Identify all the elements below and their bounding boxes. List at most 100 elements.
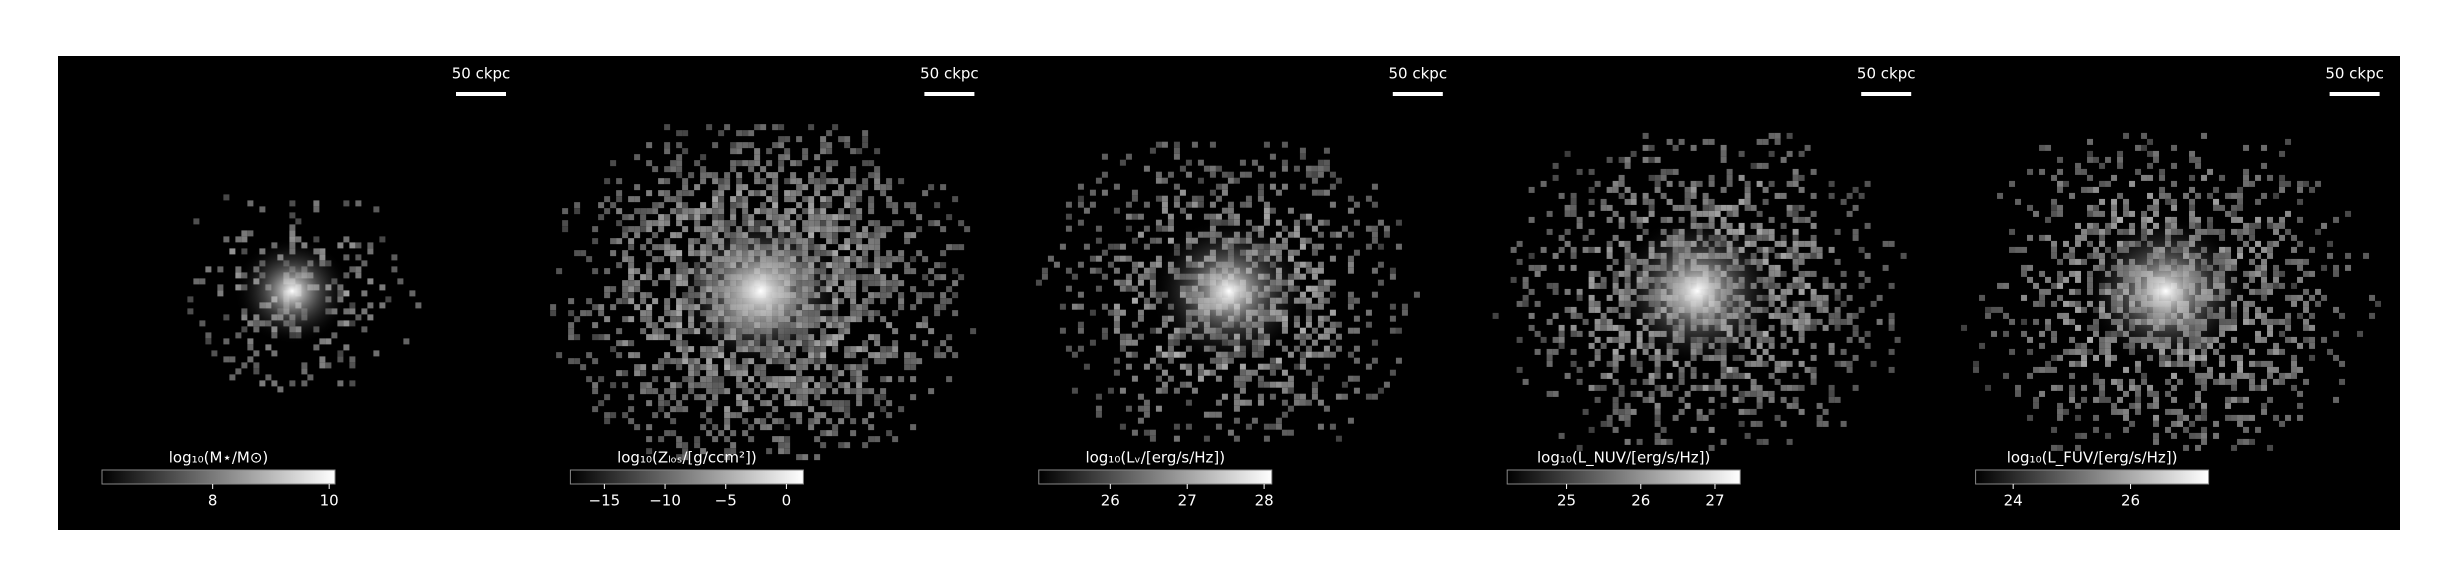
image-pixel [325, 338, 332, 345]
image-pixel [1347, 303, 1354, 310]
image-pixel [910, 334, 917, 341]
image-pixel [1558, 432, 1565, 439]
image-pixel [1173, 351, 1180, 358]
image-pixel [1816, 300, 1823, 307]
image-pixel [622, 232, 629, 239]
image-pixel [826, 400, 833, 407]
image-pixel [754, 382, 761, 389]
image-pixel [880, 388, 887, 395]
image-pixel [790, 376, 797, 383]
image-pixel [694, 184, 701, 191]
image-pixel [1684, 192, 1691, 199]
image-pixel [1690, 192, 1697, 199]
image-pixel [1323, 351, 1330, 358]
image-pixel [874, 280, 881, 287]
image-pixel [658, 316, 665, 323]
image-pixel [2249, 414, 2256, 421]
image-pixel [2225, 378, 2232, 385]
image-pixel [1269, 369, 1276, 376]
image-pixel [2273, 366, 2280, 373]
image-pixel [2189, 198, 2196, 205]
image-pixel [844, 196, 851, 203]
image-pixel [367, 248, 374, 255]
image-pixel [850, 388, 857, 395]
image-pixel [1323, 147, 1330, 154]
image-pixel [2093, 228, 2100, 235]
image-pixel [2129, 180, 2136, 187]
image-pixel [1101, 333, 1108, 340]
image-pixel [2309, 354, 2316, 361]
image-pixel [2267, 174, 2274, 181]
image-pixel [2297, 402, 2304, 409]
image-pixel [742, 208, 749, 215]
image-pixel [1804, 240, 1811, 247]
image-pixel [2045, 366, 2052, 373]
image-pixel [2093, 222, 2100, 229]
image-pixel [1612, 360, 1619, 367]
image-pixel [766, 208, 773, 215]
image-pixel [2171, 372, 2178, 379]
image-pixel [2075, 240, 2082, 247]
image-pixel [2087, 156, 2094, 163]
image-pixel [2105, 360, 2112, 367]
image-pixel [1317, 159, 1324, 166]
image-pixel [1612, 378, 1619, 385]
image-pixel [1077, 183, 1084, 190]
image-pixel [1858, 306, 1865, 313]
image-pixel [1612, 354, 1619, 361]
image-pixel [802, 388, 809, 395]
image-pixel [1786, 252, 1793, 259]
image-pixel [2051, 252, 2058, 259]
image-pixel [1780, 240, 1787, 247]
image-pixel [2099, 342, 2106, 349]
image-pixel [1185, 363, 1192, 370]
image-pixel [2027, 264, 2034, 271]
image-pixel [1732, 384, 1739, 391]
image-pixel [1341, 381, 1348, 388]
image-pixel [223, 236, 230, 243]
image-pixel [1155, 363, 1162, 370]
image-pixel [2249, 438, 2256, 445]
image-pixel [1263, 213, 1270, 220]
image-pixel [742, 418, 749, 425]
image-pixel [1798, 174, 1805, 181]
image-pixel [640, 382, 647, 389]
image-pixel [2123, 210, 2130, 217]
image-pixel [706, 208, 713, 215]
image-pixel [1077, 201, 1084, 208]
image-pixel [1089, 339, 1096, 346]
image-pixel [1347, 375, 1354, 382]
image-pixel [1678, 366, 1685, 373]
image-pixel [2273, 222, 2280, 229]
image-pixel [1353, 201, 1360, 208]
image-pixel [1648, 174, 1655, 181]
image-pixel [814, 214, 821, 221]
image-pixel [1179, 207, 1186, 214]
image-pixel [1221, 189, 1228, 196]
image-pixel [622, 370, 629, 377]
image-pixel [1305, 219, 1312, 226]
image-pixel [826, 382, 833, 389]
image-pixel [1624, 438, 1631, 445]
image-pixel [844, 214, 851, 221]
image-pixel [670, 406, 677, 413]
image-pixel [1780, 288, 1787, 295]
image-pixel [646, 250, 653, 257]
image-pixel [1528, 252, 1535, 259]
image-pixel [1714, 204, 1721, 211]
image-pixel [2063, 180, 2070, 187]
image-pixel [2051, 204, 2058, 211]
image-pixel [1810, 246, 1817, 253]
image-pixel [1329, 309, 1336, 316]
image-pixel [1311, 165, 1318, 172]
image-pixel [337, 242, 344, 249]
image-pixel [1786, 336, 1793, 343]
image-pixel [1143, 297, 1150, 304]
image-pixel [1131, 297, 1138, 304]
image-pixel [1287, 387, 1294, 394]
image-pixel [1624, 420, 1631, 427]
image-pixel [1161, 369, 1168, 376]
image-pixel [1792, 384, 1799, 391]
image-pixel [1828, 342, 1835, 349]
image-pixel [2231, 414, 2238, 421]
